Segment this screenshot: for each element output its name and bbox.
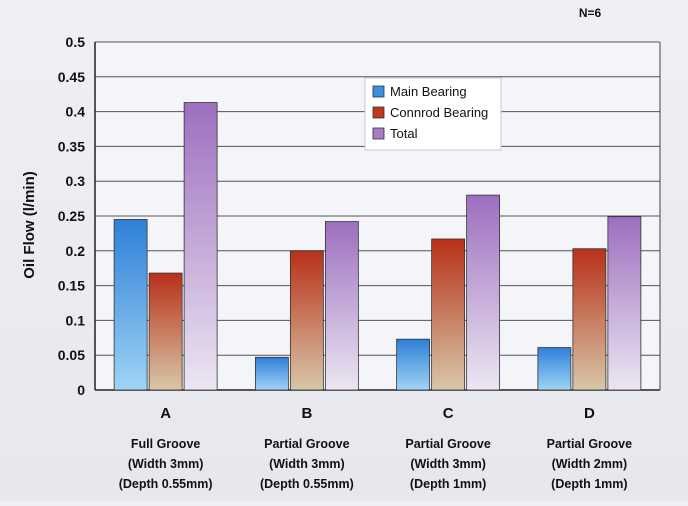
x-category-label: B (301, 405, 312, 422)
y-tick-label: 0.4 (66, 104, 86, 120)
x-category-label: C (443, 405, 454, 422)
legend-label: Main Bearing (390, 84, 467, 99)
bar-connrod-bearing-b (289, 250, 324, 391)
bar-main-bearing-a (113, 219, 148, 391)
x-category-labels: A Full Groove (Width 3mm) (Depth 0.55mm) B Pa… (119, 405, 632, 491)
y-tick-label: 0.35 (58, 138, 85, 154)
legend-label: Total (390, 126, 418, 141)
legend-swatch-main-bearing (372, 85, 385, 98)
x-category-description: (Width 3mm) (269, 457, 345, 471)
bar-total-a (183, 102, 218, 391)
bar-total-c (466, 194, 501, 391)
bar-total-b (324, 221, 359, 391)
bar-connrod-bearing-d (572, 248, 607, 391)
legend-swatch-connrod-bearing (372, 106, 385, 119)
y-axis-label: Oil Flow (l/min) (21, 171, 38, 279)
sample-size-note: N=6 (579, 6, 602, 20)
y-tick-label: 0.15 (58, 278, 85, 294)
x-category-description: (Depth 0.55mm) (119, 477, 213, 491)
x-category-description: (Depth 1mm) (410, 477, 486, 491)
x-category-label: D (584, 405, 595, 422)
bar-main-bearing-d (537, 347, 572, 391)
y-tick-label: 0.2 (66, 243, 86, 259)
bars (113, 102, 642, 391)
x-category-description: (Width 2mm) (552, 457, 628, 471)
y-tick-label: 0.3 (66, 173, 86, 189)
x-category-description: Partial Groove (547, 437, 632, 451)
y-tick-labels: 0 0.05 0.1 0.15 0.2 0.25 0.3 0.35 0.4 0.45 0.5 (58, 34, 85, 398)
y-tick-label: 0.45 (58, 69, 85, 85)
bar-connrod-bearing-c (431, 238, 466, 391)
bar-main-bearing-b (254, 356, 289, 391)
y-tick-label: 0 (77, 382, 85, 398)
bar-total-d (607, 216, 642, 391)
y-tick-label: 0.5 (66, 34, 86, 50)
x-category-label: A (160, 405, 171, 422)
legend: Main Bearing Connrod Bearing Total (364, 77, 502, 151)
x-category-description: Partial Groove (405, 437, 490, 451)
x-category-description: (Depth 1mm) (551, 477, 627, 491)
legend-box (364, 77, 502, 151)
legend-swatch-total (372, 127, 385, 140)
bar-main-bearing-c (396, 338, 431, 391)
y-tick-label: 0.05 (58, 347, 85, 363)
x-category-description: (Width 3mm) (128, 457, 204, 471)
x-category-description: Partial Groove (264, 437, 349, 451)
legend-label: Connrod Bearing (390, 105, 488, 120)
y-tick-label: 0.25 (58, 208, 85, 224)
y-tick-label: 0.1 (66, 312, 86, 328)
x-category-description: Full Groove (131, 437, 201, 451)
x-category-description: (Depth 0.55mm) (260, 477, 354, 491)
bar-connrod-bearing-a (148, 272, 183, 391)
x-category-description: (Width 3mm) (410, 457, 486, 471)
